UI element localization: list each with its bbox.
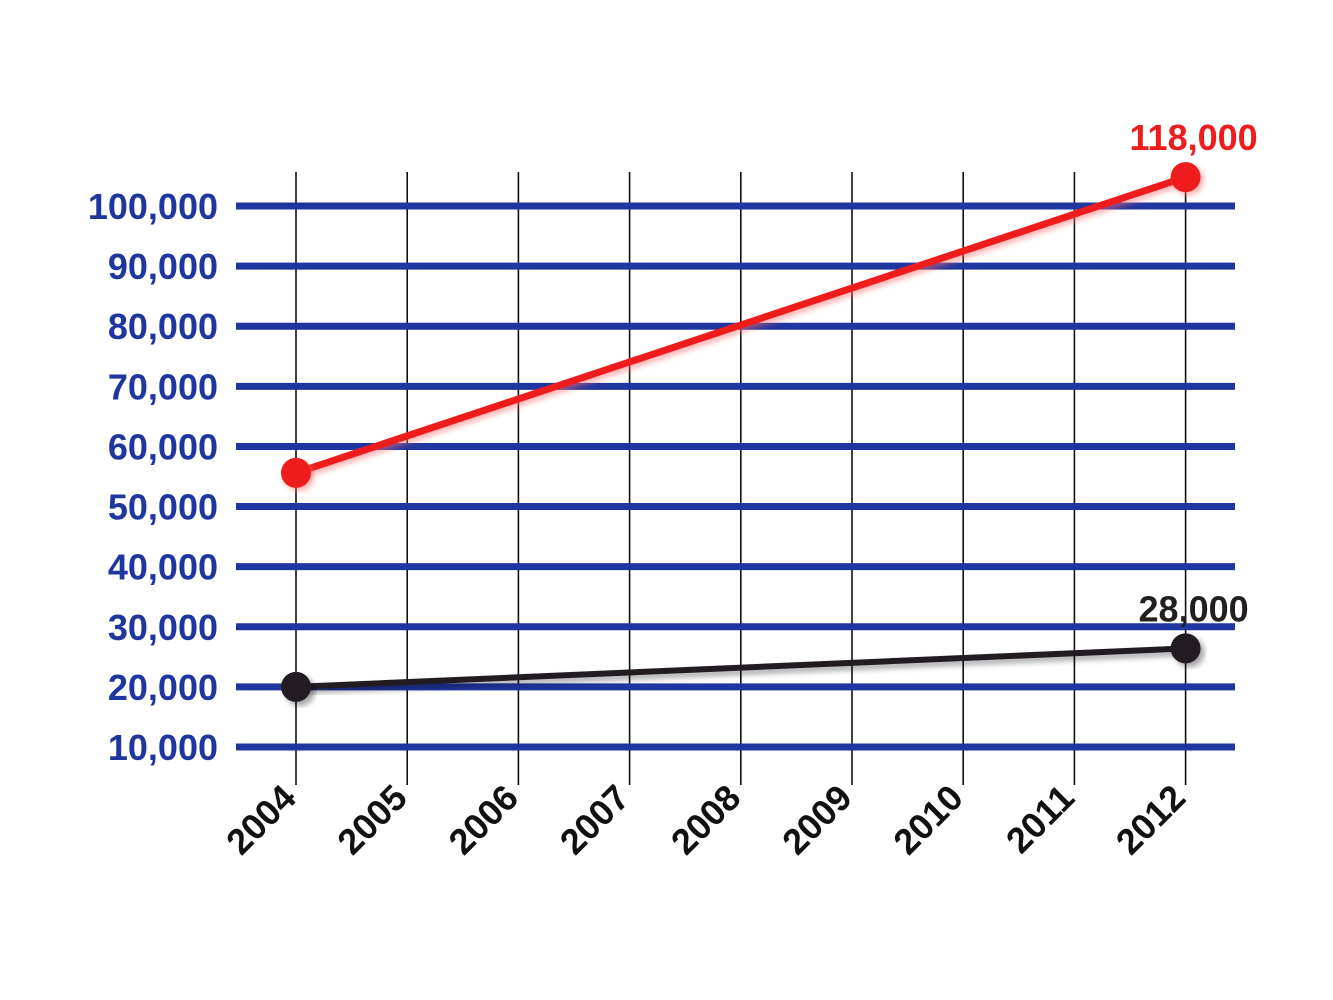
x-tick-label: 2007: [552, 777, 638, 863]
x-tick-label: 2005: [329, 777, 415, 863]
y-tick-label: 20,000: [108, 667, 218, 708]
x-tick-label: 2004: [218, 777, 304, 863]
data-point-1-2004: [281, 457, 311, 488]
horizontal-gridlines: [236, 202, 1235, 751]
data-point-2-2012: [1170, 633, 1201, 664]
data-label-2-2012: 28,000: [1139, 588, 1249, 629]
series-line-2: [293, 645, 1189, 690]
series-line-1: [292, 173, 1190, 477]
y-tick-label: 100,000: [88, 186, 218, 227]
vertical-gridlines: [295, 172, 1187, 785]
data-label-1-2012: 118,000: [1130, 117, 1258, 158]
x-tick-label: 2006: [440, 777, 526, 863]
x-tick-label: 2011: [998, 777, 1082, 861]
series-layer: 118,000 28,000: [281, 117, 1258, 702]
y-tick-label: 30,000: [108, 607, 218, 648]
x-tick-label: 2012: [1108, 777, 1194, 863]
y-tick-label: 70,000: [108, 366, 218, 407]
y-tick-label: 60,000: [108, 426, 218, 467]
y-tick-label: 10,000: [108, 727, 218, 768]
x-axis-tick-labels: 2004 2005 2006 2007 2008 2009 2010 2011 2012: [218, 777, 1193, 863]
x-tick-label: 2009: [774, 777, 860, 863]
x-tick-label: 2010: [885, 777, 971, 863]
x-tick-label: 2008: [663, 777, 749, 863]
data-point-1-2012: [1170, 162, 1201, 193]
y-tick-label: 80,000: [108, 306, 218, 347]
y-tick-label: 50,000: [108, 487, 218, 528]
data-point-2-2004: [281, 671, 311, 702]
y-axis-tick-labels: 100,000 90,000 80,000 70,000 60,000 50,000 40,…: [88, 186, 218, 768]
y-tick-label: 90,000: [108, 246, 218, 287]
y-tick-label: 40,000: [108, 547, 218, 588]
